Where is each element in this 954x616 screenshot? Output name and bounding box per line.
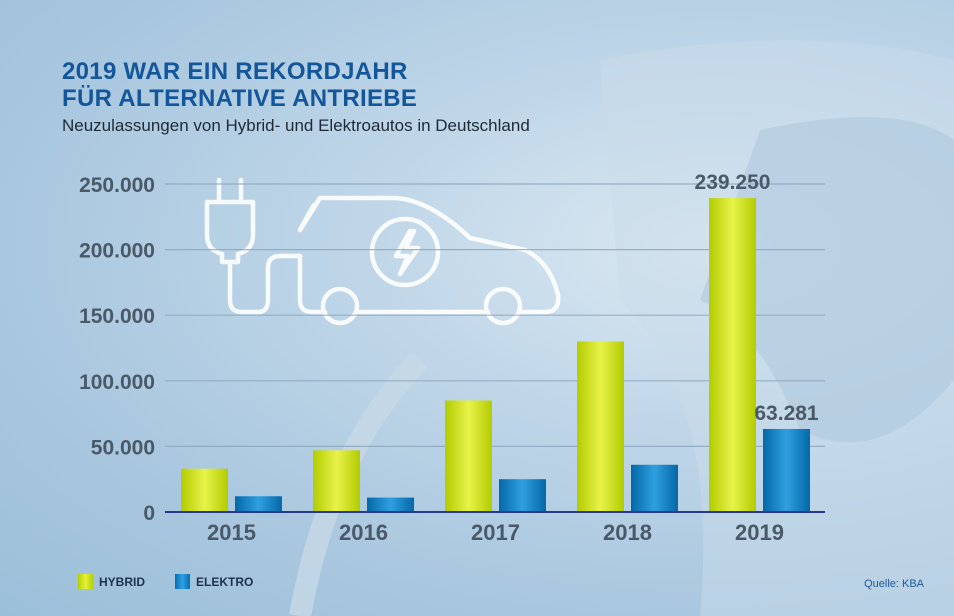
bar-hybrid-2018 (577, 341, 624, 512)
y-tick-label: 50.000 (91, 436, 155, 459)
title-line-2: FÜR ALTERNATIVE ANTRIEBE (62, 85, 418, 112)
x-tick-label: 2019 (735, 520, 784, 545)
y-tick-label: 250.000 (79, 174, 155, 197)
bar-elektro-2019 (763, 428, 810, 512)
bar-elektro-2017 (499, 479, 546, 512)
x-tick-label: 2017 (471, 520, 520, 545)
y-axis: 0 50.000 100.000 150.000 200.000 250.000 (79, 174, 155, 525)
bar-hybrid-2019 (709, 198, 756, 512)
title-line-1: 2019 WAR EIN REKORDJAHR (62, 58, 408, 85)
y-tick-label: 100.000 (79, 371, 155, 394)
bar-elektro-2015 (235, 496, 282, 512)
bar-elektro-2018 (631, 464, 678, 512)
chart-title: 2019 WAR EIN REKORDJAHR FÜR ALTERNATIVE … (62, 58, 417, 112)
bars (181, 198, 810, 512)
data-label: 63.281 (754, 402, 819, 425)
legend-item-hybrid: HYBRID (78, 574, 145, 589)
x-axis: 2015 2016 2017 2018 2019 (165, 511, 825, 545)
source-note: Quelle: KBA (864, 578, 924, 590)
bar-hybrid-2017 (445, 400, 492, 512)
ev-car-plug-icon (204, 177, 561, 326)
x-tick-label: 2015 (207, 520, 256, 545)
y-tick-label: 0 (143, 502, 155, 525)
y-tick-label: 150.000 (79, 305, 155, 328)
legend-item-elektro: ELEKTRO (175, 574, 253, 589)
chart-subtitle: Neuzulassungen von Hybrid- und Elektroau… (62, 116, 530, 135)
bar-hybrid-2015 (181, 468, 228, 512)
bar-hybrid-2016 (313, 450, 360, 512)
elektro-swatch (175, 574, 191, 589)
legend-label-elektro: ELEKTRO (196, 574, 254, 589)
chart-legend: HYBRID ELEKTRO (78, 574, 253, 589)
hybrid-swatch (78, 574, 93, 589)
data-labels: 239.250 63.281 (695, 171, 819, 425)
data-label: 239.250 (695, 171, 771, 194)
x-tick-label: 2018 (603, 520, 652, 545)
y-tick-label: 200.000 (79, 240, 155, 263)
x-tick-label: 2016 (339, 520, 388, 545)
bar-elektro-2016 (367, 497, 414, 512)
legend-label-hybrid: HYBRID (99, 574, 146, 589)
